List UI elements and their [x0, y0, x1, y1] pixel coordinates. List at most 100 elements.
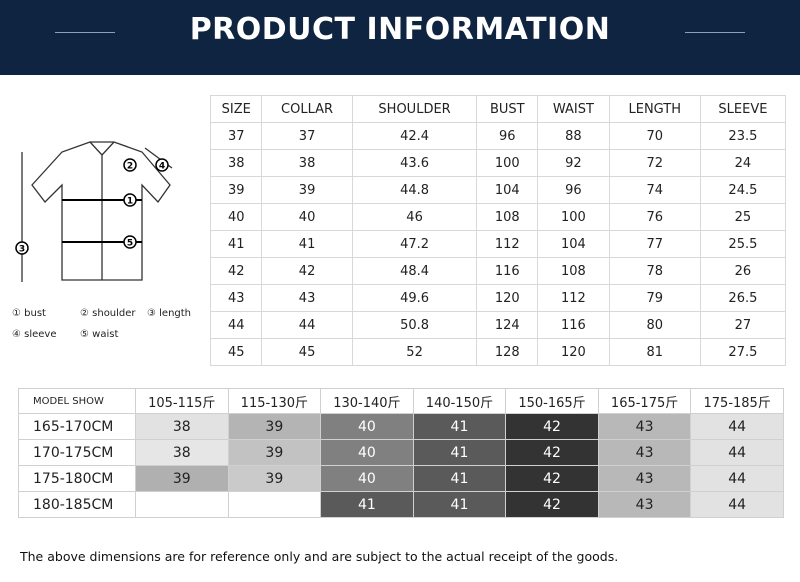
legend-item: ⑤ waist	[80, 329, 119, 340]
weight-header: 165-175斤	[597, 388, 692, 414]
size-cell: 41	[209, 230, 263, 258]
column-header: LENGTH	[608, 95, 701, 123]
size-cell: 42	[505, 413, 599, 440]
size-cell	[135, 491, 229, 518]
diagram-marker: 3	[15, 241, 29, 255]
column-header: BUST	[476, 95, 539, 123]
diagram-marker: 1	[123, 193, 137, 207]
size-cell: 40	[320, 465, 414, 492]
size-cell: 38	[135, 413, 229, 440]
weight-header: 130-140斤	[320, 388, 414, 414]
size-cell: 38	[209, 149, 263, 177]
size-cell: 42	[505, 491, 599, 518]
legend-item: ① bust	[12, 308, 46, 319]
size-cell: 47.2	[351, 230, 478, 258]
size-cell: 25.5	[699, 230, 787, 258]
size-cell: 100	[476, 149, 539, 177]
size-cell: 72	[608, 149, 701, 177]
size-row: 42 42 48.4 116 108 78 26	[209, 257, 787, 285]
marker-label: 3	[19, 245, 25, 255]
marker-label: 2	[127, 162, 133, 172]
shirt-outline	[21, 141, 173, 282]
size-cell: 44	[261, 311, 353, 339]
size-cell: 38	[135, 439, 229, 466]
size-cell: 44	[690, 439, 784, 466]
height-label: 180-185CM	[18, 491, 136, 518]
title: PRODUCT INFORMATION	[189, 12, 611, 47]
size-cell: 40	[320, 413, 414, 440]
size-cell: 39	[227, 465, 322, 492]
size-row: 45 45 52 128 120 81 27.5	[209, 338, 787, 366]
marker-label: 5	[127, 239, 133, 249]
legend-item: ④ sleeve	[12, 329, 57, 340]
size-row: 43 43 49.6 120 112 79 26.5	[209, 284, 787, 312]
size-cell: 24	[699, 149, 787, 177]
column-header: SHOULDER	[351, 95, 478, 123]
weight-header: 115-130斤	[227, 388, 322, 414]
size-cell: 27	[699, 311, 787, 339]
size-cell: 41	[412, 465, 507, 492]
size-cell	[227, 491, 322, 518]
model-row: 170-175CM 38 39 40 41 42 43 44	[18, 439, 784, 466]
size-cell: 42	[261, 257, 353, 285]
size-row: 41 41 47.2 112 104 77 25.5	[209, 230, 787, 258]
size-cell: 44.8	[351, 176, 478, 204]
header-rule	[685, 32, 745, 33]
size-cell: 45	[261, 338, 353, 366]
weight-header: 175-185斤	[690, 388, 784, 414]
marker-label: 1	[127, 197, 133, 207]
size-cell: 46	[351, 203, 478, 231]
header-row: SIZE COLLAR SHOULDER BUST WAIST LENGTH SLEEVE	[209, 95, 787, 123]
size-cell: 43	[597, 465, 692, 492]
size-cell: 124	[476, 311, 539, 339]
size-cell: 26.5	[699, 284, 787, 312]
size-cell: 39	[261, 176, 353, 204]
size-cell: 27.5	[699, 338, 787, 366]
legend-item: ③ length	[147, 308, 192, 319]
weight-header: 105-115斤	[135, 388, 229, 414]
diagram-marker: 5	[123, 235, 137, 249]
column-header: SIZE	[209, 95, 263, 123]
size-cell: 128	[476, 338, 539, 366]
size-cell: 76	[608, 203, 701, 231]
marker-label: 4	[159, 162, 165, 172]
size-cell: 49.6	[351, 284, 478, 312]
size-cell: 37	[261, 122, 353, 150]
size-table: SIZE COLLAR SHOULDER BUST WAIST LENGTH SLEEVE 3…	[209, 95, 787, 366]
size-cell: 44	[690, 491, 784, 518]
column-header: COLLAR	[261, 95, 353, 123]
size-row: 38 38 43.6 100 92 72 24	[209, 149, 787, 177]
size-cell: 44	[690, 465, 784, 492]
size-cell: 77	[608, 230, 701, 258]
size-cell: 43	[597, 491, 692, 518]
size-cell: 41	[412, 491, 507, 518]
size-cell: 74	[608, 176, 701, 204]
size-cell: 112	[537, 284, 610, 312]
size-cell: 100	[537, 203, 610, 231]
size-cell: 41	[320, 491, 414, 518]
header-band: PRODUCT INFORMATION	[0, 0, 800, 75]
size-cell: 39	[227, 413, 322, 440]
size-cell: 39	[209, 176, 263, 204]
corner-label: MODEL SHOW	[18, 388, 136, 414]
model-table: MODEL SHOW 105-115斤 115-130斤 130-140斤 140-15…	[18, 388, 784, 518]
size-cell: 48.4	[351, 257, 478, 285]
header-rule	[55, 32, 115, 33]
size-row: 44 44 50.8 124 116 80 27	[209, 311, 787, 339]
size-cell: 26	[699, 257, 787, 285]
size-cell: 37	[209, 122, 263, 150]
column-header: WAIST	[537, 95, 610, 123]
size-cell: 104	[537, 230, 610, 258]
size-cell: 116	[537, 311, 610, 339]
header-row: MODEL SHOW 105-115斤 115-130斤 130-140斤 140-15…	[18, 388, 784, 414]
size-cell: 104	[476, 176, 539, 204]
size-cell: 43	[597, 439, 692, 466]
size-cell: 42.4	[351, 122, 478, 150]
size-cell: 40	[209, 203, 263, 231]
size-cell: 120	[476, 284, 539, 312]
size-cell: 108	[537, 257, 610, 285]
size-cell: 50.8	[351, 311, 478, 339]
size-cell: 92	[537, 149, 610, 177]
size-cell: 42	[505, 465, 599, 492]
